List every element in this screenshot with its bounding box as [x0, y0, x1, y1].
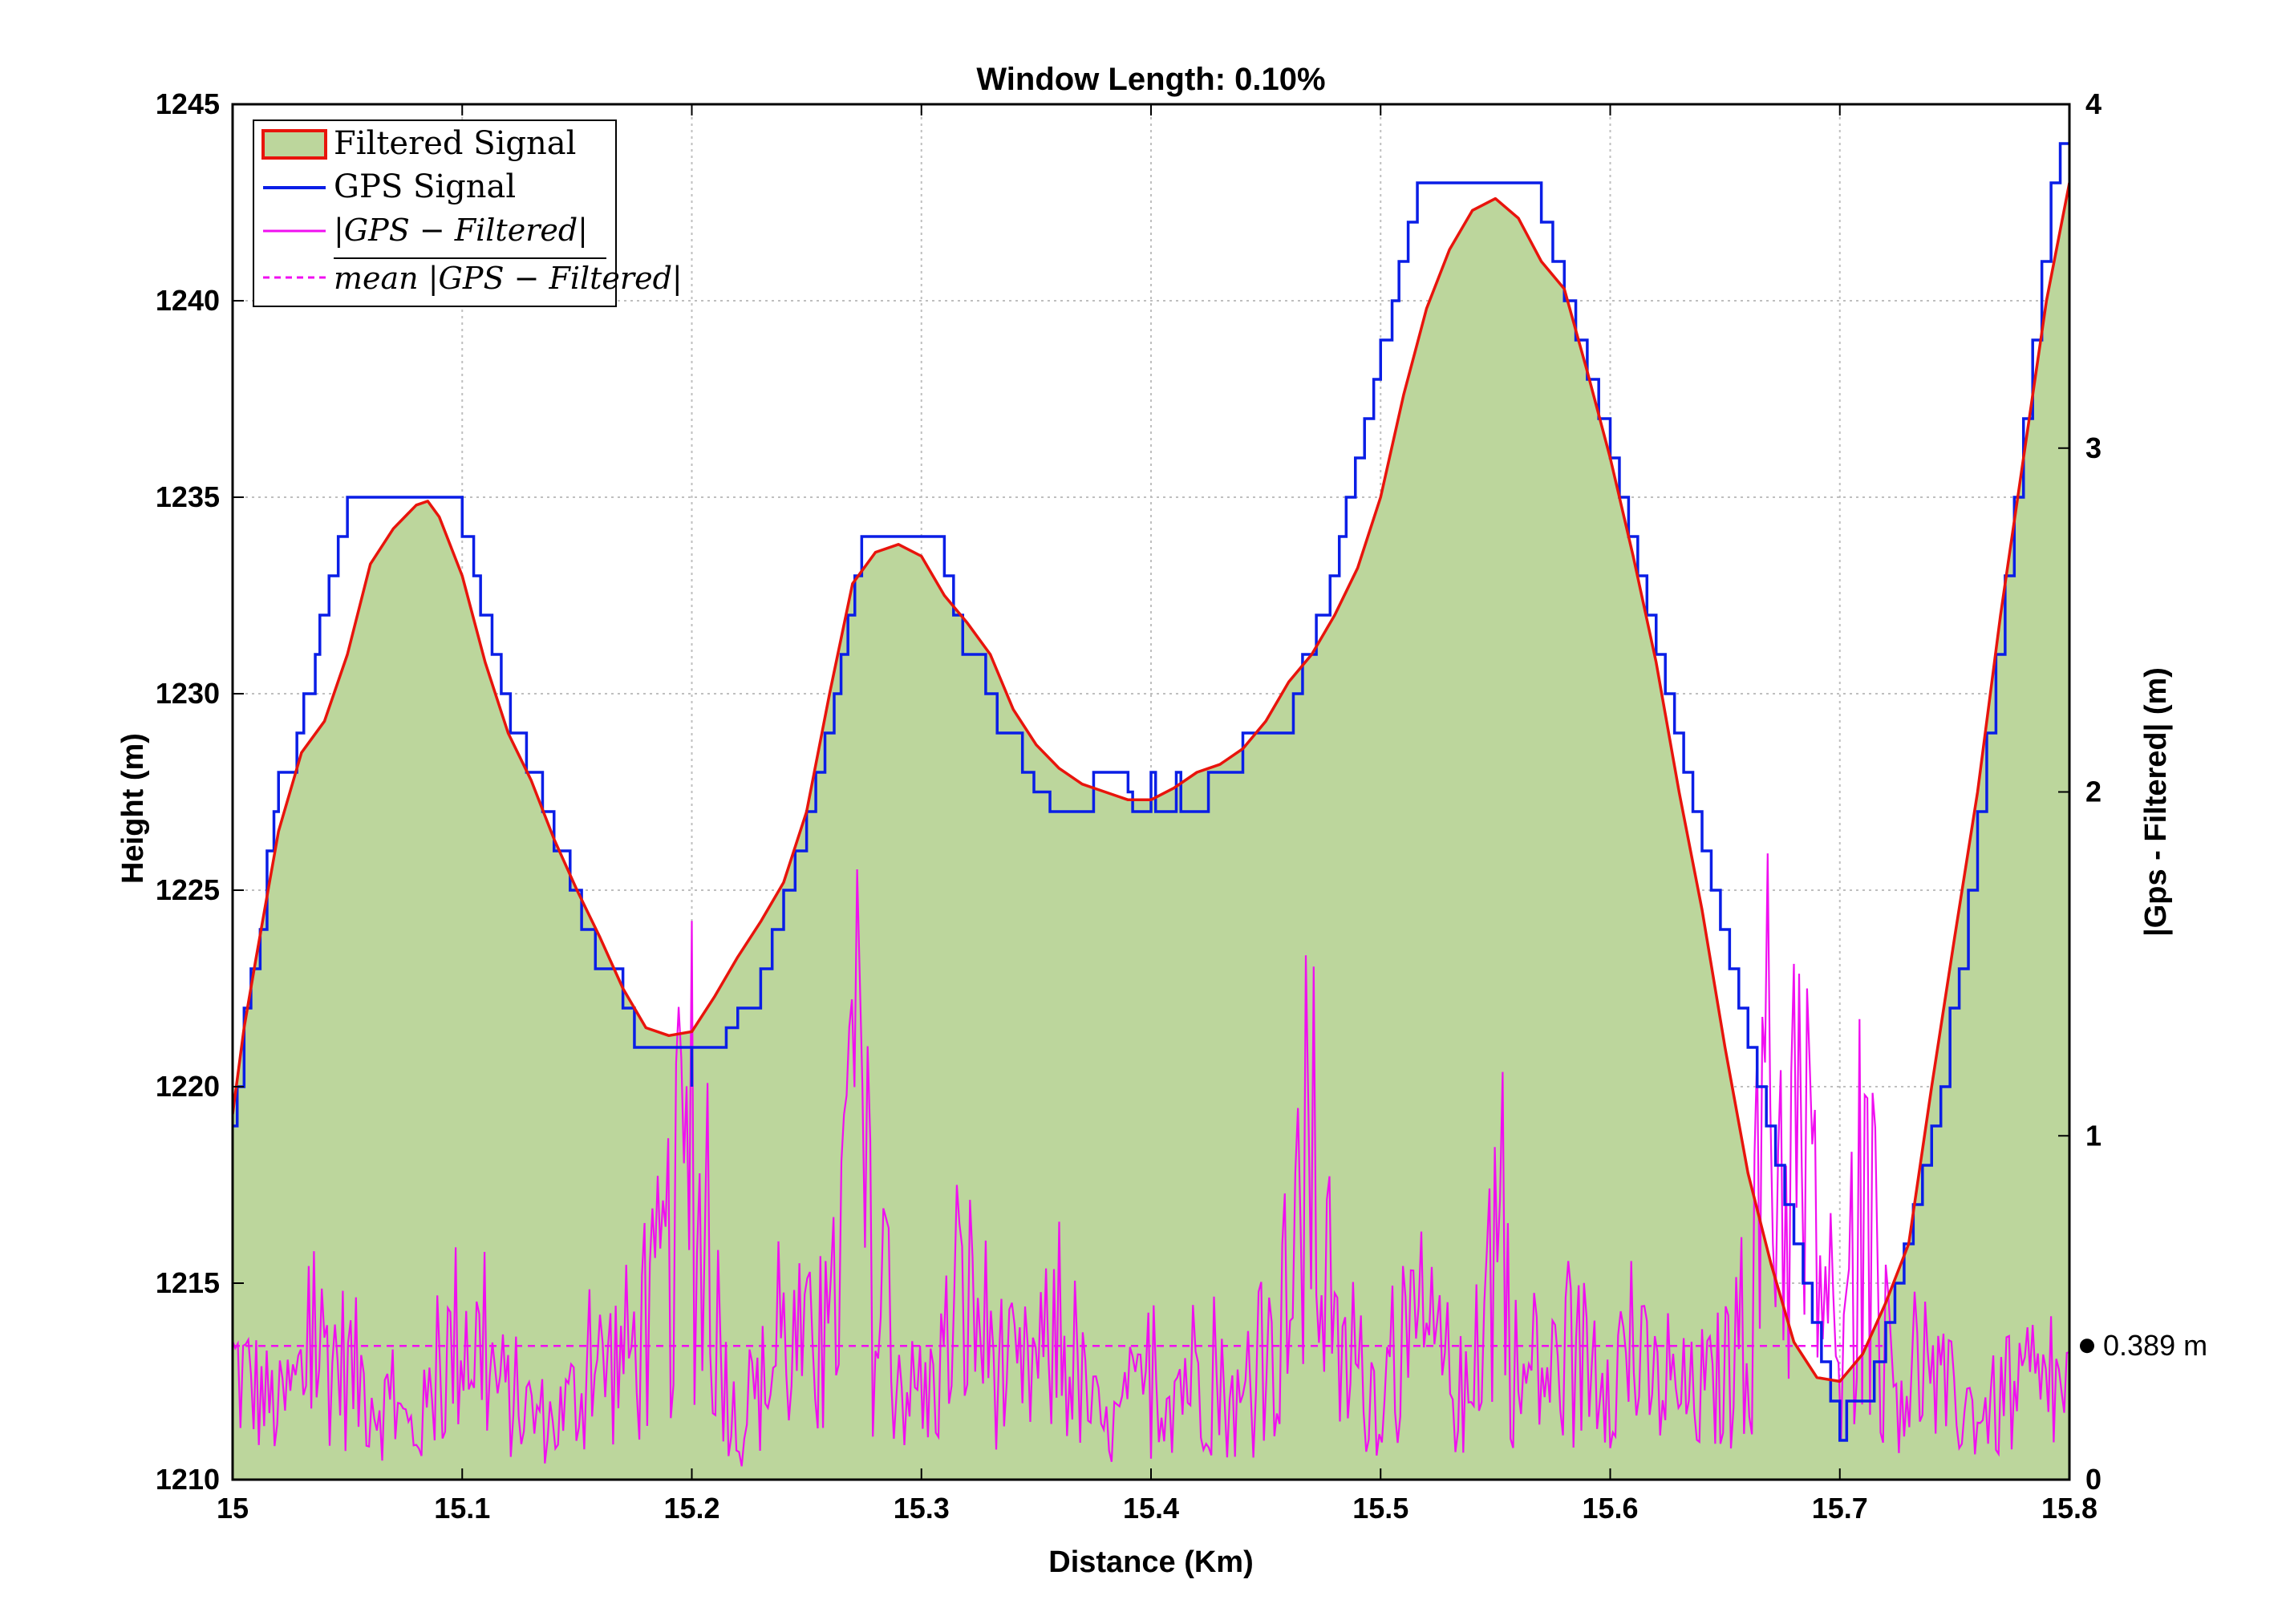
x-tick-label: 15.2 [663, 1492, 719, 1525]
y2-tick-label: 3 [2085, 431, 2102, 464]
y2-axis-label: |Gps - Filtered| (m) [2139, 667, 2173, 937]
legend-label-filtered: Filtered Signal [334, 125, 576, 162]
y2-tick-label: 1 [2085, 1119, 2102, 1152]
x-tick-label: 15.4 [1123, 1492, 1179, 1525]
y-tick-label: 1240 [156, 284, 220, 317]
diff-line [233, 853, 2069, 1467]
y-tick-label: 1245 [156, 87, 220, 120]
y-tick-label: 1230 [156, 677, 220, 710]
x-tick-label: 15.6 [1582, 1492, 1638, 1525]
legend-swatch-filtered [261, 129, 327, 160]
x-tick-label: 15.8 [2041, 1492, 2097, 1525]
legend-label-diff: |GPS − Filtered| [334, 213, 588, 248]
y-tick-label: 1235 [156, 480, 220, 513]
filtered-signal-area [233, 183, 2069, 1480]
x-tick-label: 15 [217, 1492, 249, 1525]
x-tick-label: 15.1 [434, 1492, 490, 1525]
chart-title: Window Length: 0.10% [976, 62, 1325, 97]
x-tick-label: 15.3 [894, 1492, 950, 1525]
data-layer [233, 142, 2069, 1480]
y-tick-label: 1225 [156, 873, 220, 906]
y-axis-label: Height (m) [116, 733, 150, 884]
x-tick-label: 15.5 [1352, 1492, 1408, 1525]
legend-label-mean: mean |GPS − Filtered| [334, 261, 683, 296]
axes: 15 15.1 15.2 15.3 15.4 15.5 15.6 15.7 15.8121012… [156, 87, 2102, 1525]
y2-tick-label: 0 [2085, 1463, 2102, 1496]
y2-tick-label: 4 [2085, 87, 2102, 120]
mean-marker-dot [2080, 1338, 2094, 1354]
y-tick-label: 1210 [156, 1463, 220, 1496]
filtered-signal-line [233, 182, 2069, 1383]
y2-tick-label: 2 [2085, 776, 2102, 808]
legend: Filtered Signal GPS Signal |GPS − Filter… [253, 119, 683, 307]
mean-annotation-label: 0.389 m [2103, 1329, 2207, 1362]
y-tick-label: 1215 [156, 1266, 220, 1299]
gps-signal-line [233, 142, 2069, 1442]
legend-label-gps: GPS Signal [334, 168, 516, 205]
y-tick-label: 1220 [156, 1070, 220, 1103]
x-axis-label: Distance (Km) [1048, 1545, 1254, 1579]
x-tick-label: 15.7 [1812, 1492, 1868, 1525]
